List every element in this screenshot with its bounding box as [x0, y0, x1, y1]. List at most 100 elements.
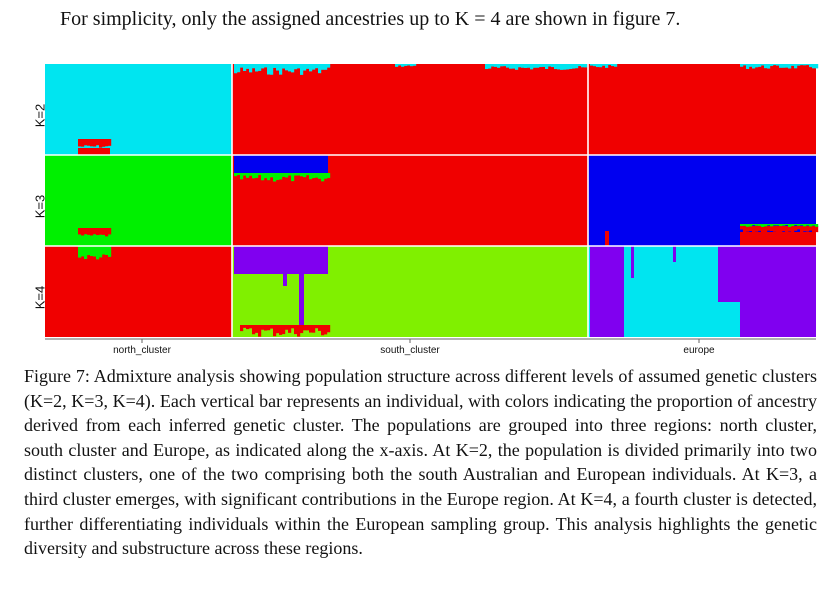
k2-south-cyan-bar: [273, 64, 277, 68]
k2-north-red-bar: [87, 139, 91, 146]
k3-europe-green-bar: [812, 224, 816, 226]
k2-south-cyan-bar: [485, 64, 489, 70]
k4-north-green-bar: [102, 246, 106, 255]
k2-south-cyan-bar: [282, 64, 286, 69]
k3-europe-green-bar: [803, 224, 807, 227]
k3-europe-red-base: [740, 232, 816, 246]
k2-south-cyan-bar: [494, 64, 498, 67]
k2-south-cyan-bar: [575, 64, 579, 69]
k4-south-lime-bar: [309, 274, 313, 278]
k4-south-purple-bar: [299, 246, 304, 326]
k3-north-red-bar: [93, 228, 97, 235]
k4-south-lime-bar: [312, 274, 316, 280]
k2-europe-cyan-bar: [746, 64, 750, 69]
k3-europe-green-bar: [782, 224, 786, 226]
k4-europe-purple-bar: [673, 246, 676, 262]
k3-europe-green-bar: [767, 224, 771, 226]
k4-south-red-bar: [240, 325, 244, 332]
k2-north-red-bar: [108, 139, 112, 146]
k4-south-lime-bar: [297, 274, 301, 279]
k2-europe-cyan-bar: [590, 64, 594, 66]
k4-south-lime-bar: [249, 274, 253, 277]
k4-south-lime-bar: [237, 274, 241, 279]
k2-europe-cyan-bar: [743, 64, 747, 66]
k2-south-cyan-bar: [318, 64, 322, 74]
k4-south-red-bar: [303, 325, 307, 331]
k3-europe-green-bar: [749, 224, 753, 227]
k2-south-cyan-bar: [267, 64, 271, 75]
k3-europe-green-bar: [785, 224, 789, 226]
k2-north-red-bar: [99, 139, 103, 148]
k2-south-cyan-bar: [237, 64, 241, 73]
k3-europe-red-bar: [740, 226, 744, 230]
k4-europe-purple-right-lower: [740, 302, 816, 337]
k2-south-cyan-bar: [300, 64, 304, 75]
k4-south-lime-bar: [321, 274, 325, 279]
k4-south-red-bar: [267, 325, 271, 331]
k4-north-green-bar: [87, 246, 91, 256]
k3-south-green-bar: [237, 173, 241, 176]
k4-south-purple-bar: [283, 246, 287, 286]
k4-south-lime-bar: [261, 274, 265, 282]
k3-europe-green-bar: [743, 224, 747, 226]
k3-europe-red-bar: [770, 226, 774, 231]
k2-europe-cyan-bar: [755, 64, 759, 68]
k2-south-cyan-bar: [509, 64, 513, 69]
k3-europe-red-bar: [812, 226, 816, 233]
k4-south-lime-bar: [255, 274, 259, 279]
k3-south-green-bar: [234, 173, 238, 177]
k4-south-red-bar: [282, 325, 286, 335]
k2-south-cyan-bar: [404, 64, 408, 66]
k2-europe-cyan-bar: [788, 64, 792, 69]
k4-south-lime-bar: [240, 274, 244, 280]
k3-north-green: [45, 155, 232, 246]
k2-south-cyan-bar: [315, 64, 319, 69]
k3-south-green-bar: [276, 173, 280, 181]
k4-south-red-bar: [276, 325, 280, 334]
k3-europe-red-bar: [815, 226, 819, 233]
k3-europe-red-bar: [764, 226, 768, 233]
k2-europe-cyan-bar: [758, 64, 762, 67]
k2-south-cyan-bar: [497, 64, 501, 68]
k3-south-green-bar: [285, 173, 289, 178]
k4-south-lime-bar: [288, 274, 292, 277]
k4-north-green-bar: [99, 246, 103, 258]
k3-europe-green-bar: [755, 224, 759, 226]
k4-south-red-bar: [258, 325, 262, 337]
k4-south-lime-bar: [267, 274, 271, 279]
k2-south-cyan-bar: [321, 64, 325, 70]
k2-south-cyan-bar: [530, 64, 534, 70]
k2-europe-cyan-bar: [785, 64, 789, 68]
k2-south-cyan-bar: [584, 64, 588, 68]
k2-south-cyan-bar: [581, 64, 585, 68]
k4-south-lime-bar: [306, 274, 310, 279]
k3-north-red-bar: [78, 228, 82, 235]
k3-europe-red-bar: [749, 226, 753, 231]
k4-south-red-bar: [252, 325, 256, 335]
k2-south-cyan-bar: [488, 64, 492, 69]
k3-europe-red-bar: [758, 226, 762, 231]
k4-south-red-bar: [294, 325, 298, 335]
k3-europe-green-bar: [809, 224, 813, 227]
k2-south-cyan-bar: [327, 64, 331, 68]
k3-europe-red-bar: [782, 226, 786, 232]
k3-europe-red-bar: [803, 226, 807, 232]
k3-south-green-bar: [240, 173, 244, 180]
k2-south-cyan-bar: [401, 64, 405, 67]
k2-north-red-bar: [102, 139, 106, 147]
k2-south-cyan-bar: [288, 64, 292, 72]
k2-south-cyan-bar: [503, 64, 507, 67]
k2-south-cyan-bar: [249, 64, 253, 73]
k2-south-cyan-bar: [572, 64, 576, 69]
k2-south-cyan-bar: [527, 64, 531, 68]
k4-north-green-bar: [96, 246, 100, 260]
k2-south-cyan-bar: [491, 64, 495, 67]
k2-south-cyan-bar: [407, 64, 411, 66]
k4-south-red-bar: [255, 325, 259, 333]
k3-europe-red-bar: [761, 226, 765, 233]
k2-south-cyan-bar: [306, 64, 310, 69]
k3-south-green-bar: [321, 173, 325, 182]
k3-europe-green-bar: [791, 224, 795, 227]
k4-south-red-bar: [243, 325, 247, 328]
k3-europe-red-bar: [788, 226, 792, 232]
